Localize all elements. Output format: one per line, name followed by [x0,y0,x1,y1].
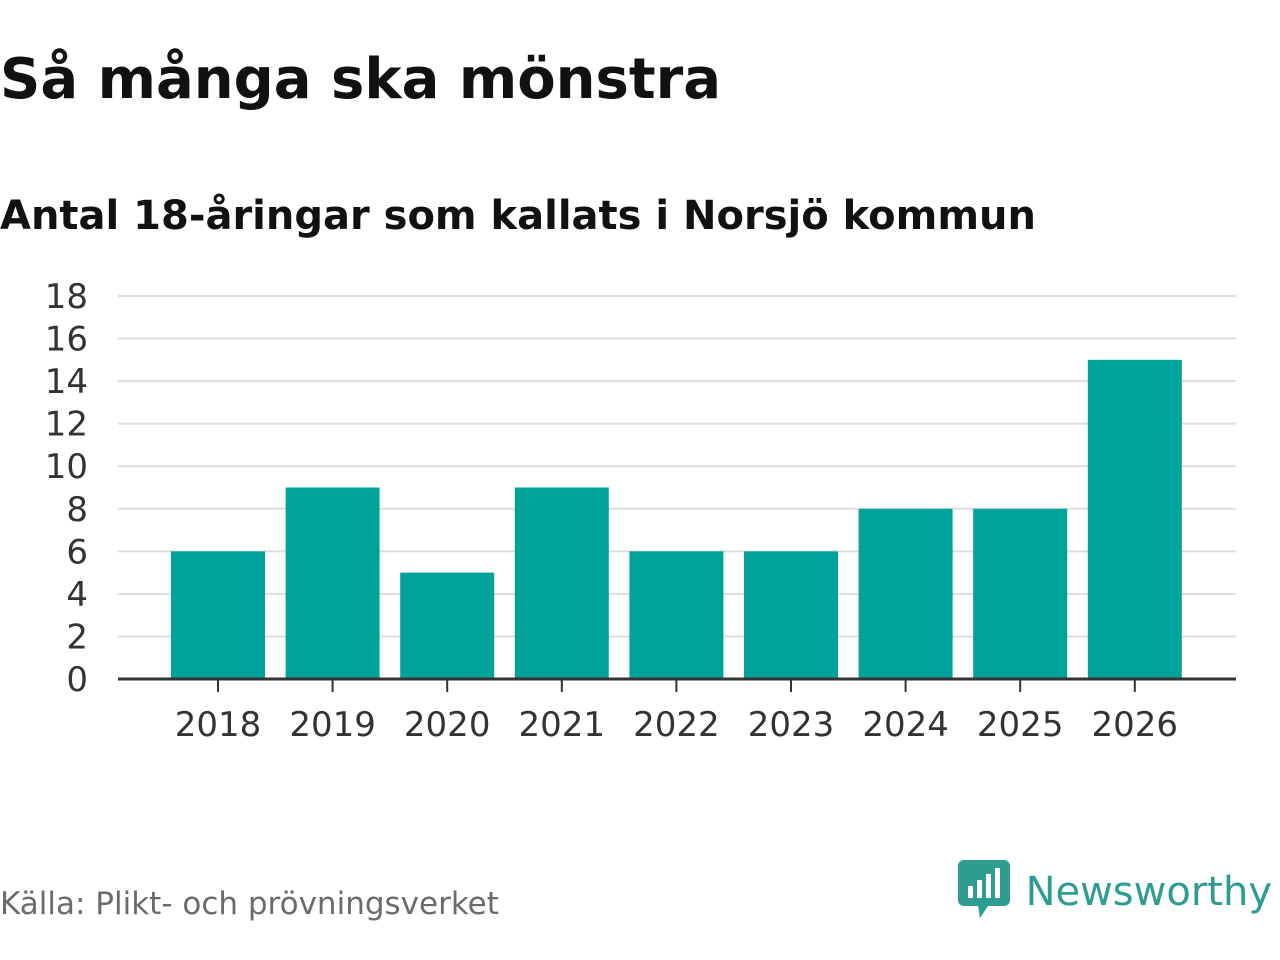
y-tick-label: 2 [66,617,88,657]
x-axis-tick-labels: 2018 2019 2020 2021 2022 2023 2024 2025 2026 [175,705,1178,745]
x-tick-label: 2018 [175,705,262,745]
x-tick-label: 2020 [404,705,491,745]
y-tick-label: 4 [66,575,88,615]
x-tick-label: 2025 [977,705,1064,745]
chart-title: Så många ska mönstra [0,47,722,112]
y-tick-label: 6 [66,532,88,572]
x-tick-label: 2019 [289,705,376,745]
newsworthy-logo-icon [957,860,1010,924]
bar [629,551,724,679]
y-tick-label: 18 [45,277,88,317]
chart-subtitle: Antal 18-åringar som kallats i Norsjö ko… [0,193,1036,239]
bar [744,551,838,679]
brand-name: Newsworthy [1025,869,1272,915]
x-tick-label: 2021 [519,705,606,745]
x-axis [118,677,1236,692]
bar [514,487,609,679]
brand-logo: Newsworthy [957,860,1272,920]
y-tick-label: 14 [45,362,88,402]
y-tick-label: 16 [45,320,88,360]
y-tick-label: 0 [66,660,88,700]
bars [171,359,1182,679]
x-tick-label: 2024 [862,705,949,745]
x-tick-label: 2022 [633,705,720,745]
bar [171,551,265,679]
x-tick-label: 2026 [1092,705,1179,745]
bar [400,572,495,679]
y-tick-label: 12 [45,405,88,445]
x-tick-label: 2023 [748,705,835,745]
bar [285,487,380,679]
bar [858,508,953,679]
y-tick-label: 8 [66,490,88,530]
bar [973,508,1068,679]
source-note: Källa: Plikt- och prövningsverket [0,886,499,922]
bar [1087,359,1182,679]
y-tick-label: 10 [45,447,88,487]
